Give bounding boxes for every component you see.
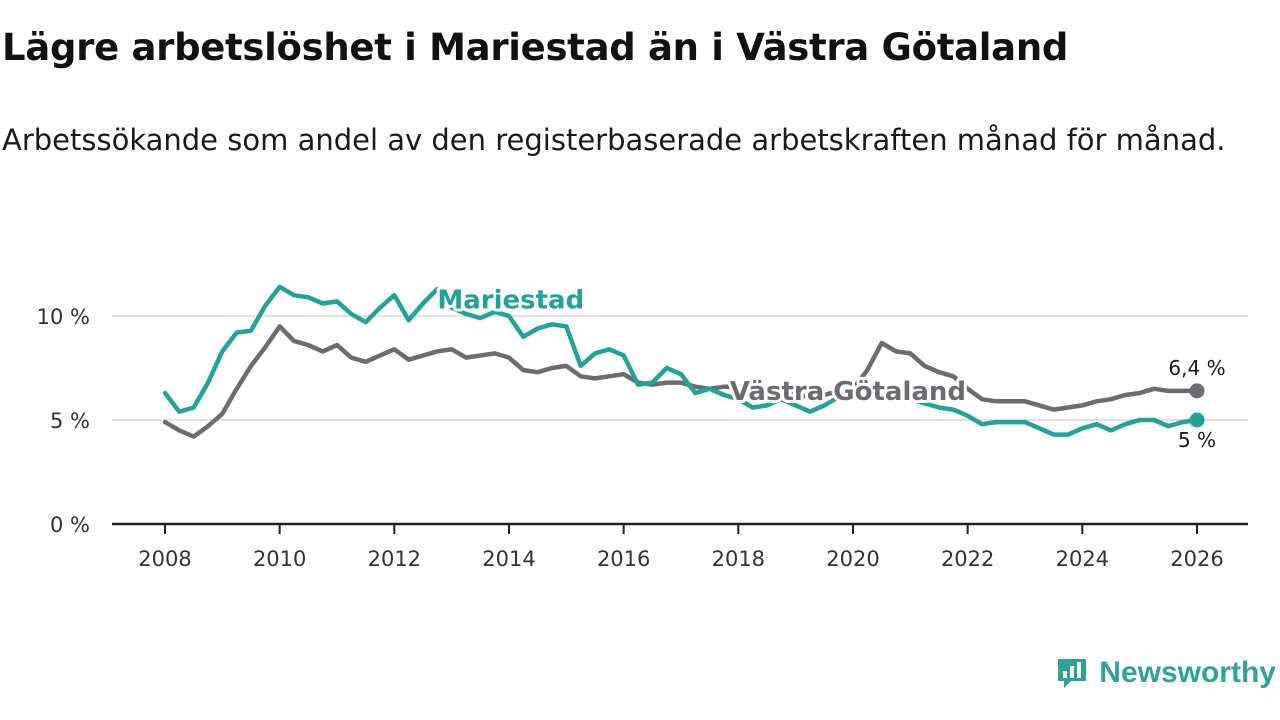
x-tick-label: 2026 xyxy=(1170,547,1223,571)
end-point-marker xyxy=(1189,383,1205,399)
x-tick-label: 2022 xyxy=(941,547,994,571)
y-tick-label: 5 % xyxy=(50,409,90,433)
newsworthy-chart-icon xyxy=(1058,659,1087,688)
x-tick-label: 2016 xyxy=(597,547,650,571)
series-labels: 6,4 % 5 % Västra Götaland Mariestad xyxy=(434,282,1227,454)
x-tick-label: 2024 xyxy=(1056,547,1109,571)
x-tick-label: 2020 xyxy=(826,547,879,571)
chart-title: Lägre arbetslöshet i Mariestad än i Väst… xyxy=(2,26,1069,69)
brand-name: Newsworthy xyxy=(1099,656,1276,689)
x-tick-label: 2012 xyxy=(368,547,421,571)
series-name-label: Västra Götaland xyxy=(730,377,966,407)
y-tick-label: 0 % xyxy=(50,513,90,537)
x-tick-label: 2010 xyxy=(253,547,306,571)
series-line-västra-götaland xyxy=(162,324,1200,439)
series-lines xyxy=(162,284,1200,439)
axes: 0 % 5 % 10 % 2008 2010 2012 2014 2016 2018 2020 20… xyxy=(37,305,1248,571)
gridlines xyxy=(112,315,1248,421)
chart-subtitle: Arbetssökande som andel av den registerb… xyxy=(2,123,1226,157)
end-value-label: 6,4 % xyxy=(1168,356,1225,380)
newsworthy-logo[interactable]: Newsworthy xyxy=(1055,656,1276,690)
y-tick-label: 10 % xyxy=(37,305,90,329)
x-tick-label: 2014 xyxy=(482,547,535,571)
end-point-marker xyxy=(1189,412,1205,428)
series-name-label: Mariestad xyxy=(437,285,584,315)
series-line-mariestad xyxy=(162,284,1200,437)
end-value-label: 5 % xyxy=(1178,428,1216,452)
x-tick-label: 2008 xyxy=(138,547,191,571)
x-tick-label: 2018 xyxy=(712,547,765,571)
